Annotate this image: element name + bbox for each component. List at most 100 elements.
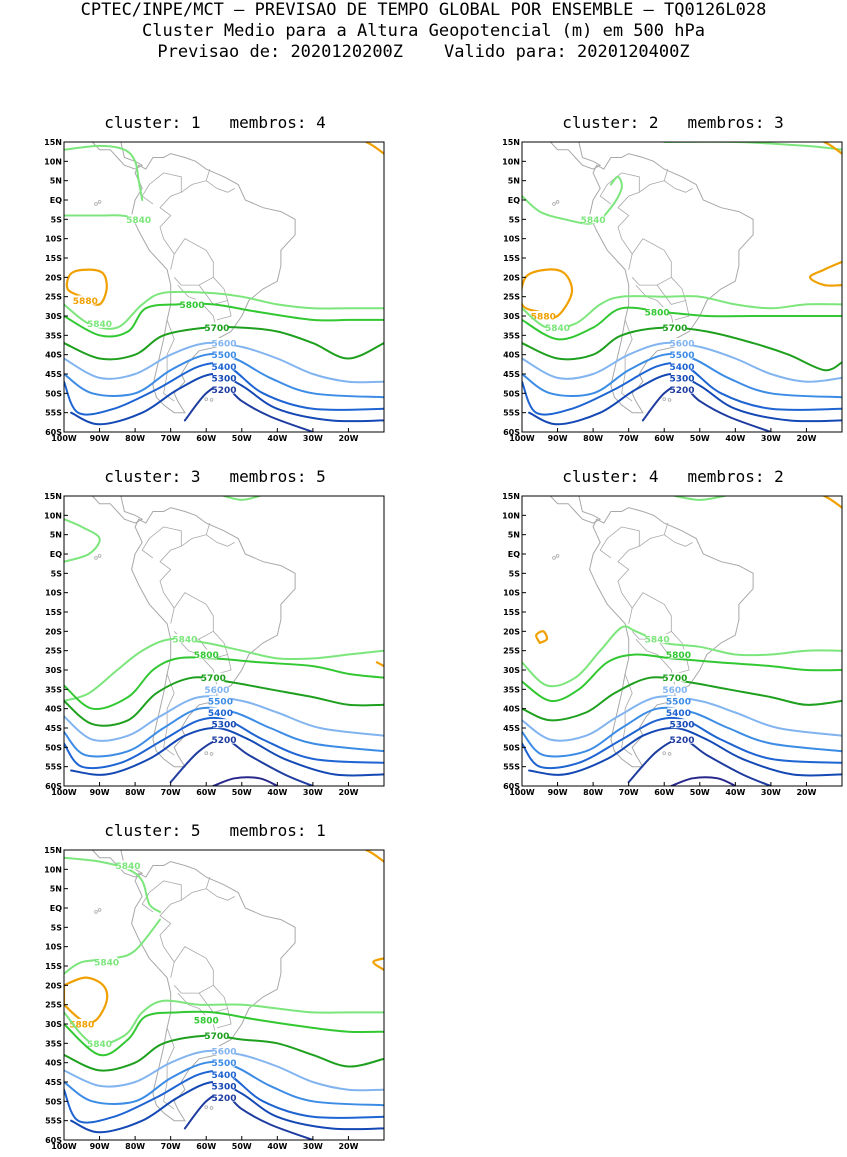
- lat-label: 25S: [503, 647, 520, 656]
- contour-5880: [823, 142, 842, 155]
- lat-label: 55S: [503, 763, 520, 772]
- contour-label-bg: [671, 338, 693, 348]
- contour-label-bg: [213, 361, 235, 371]
- header-line-2: Cluster Medio para a Altura Geopotencial…: [142, 21, 705, 41]
- contour-label-5600: 5600: [669, 340, 694, 350]
- lat-label: 10S: [45, 589, 62, 598]
- lat-label: 5S: [51, 569, 63, 578]
- lat-label: 20S: [503, 627, 520, 636]
- contour-5840: [64, 518, 101, 563]
- contour-label-5840: 5840: [115, 862, 140, 872]
- contour-label-5840: 5840: [172, 636, 197, 646]
- contour-label-bg: [646, 307, 669, 317]
- lat-label: 55S: [45, 409, 62, 418]
- panel-cluster-3: cluster: 3 membros: 5 5840 5800 5700 5600 55…: [45, 467, 385, 802]
- south-america-coastline: [131, 861, 296, 1122]
- contour-low: [670, 776, 737, 786]
- contour-label-5800: 5800: [194, 1017, 219, 1027]
- lat-label: 10S: [503, 589, 520, 598]
- contour-label-bg: [74, 295, 97, 305]
- lon-label: 70W: [161, 1142, 181, 1151]
- island: [94, 910, 98, 914]
- contour-label-5880: 5880: [73, 297, 98, 307]
- central-america-coastline: [549, 496, 602, 524]
- contour-label-bg: [213, 1046, 235, 1056]
- lat-label: 50S: [503, 389, 520, 398]
- lat-label: 50S: [45, 389, 62, 398]
- country-border: [617, 168, 669, 270]
- lon-label: 80W: [125, 434, 145, 443]
- contour-label-bg: [213, 1069, 235, 1079]
- contour-5800: [522, 653, 842, 703]
- lon-label: 60W: [654, 788, 674, 797]
- lon-label: 80W: [125, 1142, 145, 1151]
- lon-label: 90W: [90, 1142, 110, 1151]
- lat-label: 40S: [45, 351, 62, 360]
- contour-label-5500: 5500: [666, 697, 691, 707]
- contour-label-5840: 5840: [87, 1040, 112, 1050]
- contour-5200: [169, 738, 314, 786]
- country-border: [216, 300, 232, 321]
- lat-label: 45S: [45, 370, 62, 379]
- lat-label: EQ: [50, 196, 62, 205]
- lat-label: 30S: [503, 666, 520, 675]
- lon-label: 40W: [725, 434, 745, 443]
- contour-label-bg: [88, 1038, 111, 1048]
- lat-label: 15S: [45, 254, 62, 263]
- country-border: [216, 654, 232, 675]
- island: [204, 1105, 209, 1109]
- contour-low: [212, 776, 279, 786]
- lon-label: 50W: [232, 434, 252, 443]
- contour-label-5880: 5880: [531, 313, 556, 323]
- lat-label: 5N: [50, 531, 62, 540]
- contour-label-5500: 5500: [669, 351, 694, 361]
- country-border: [159, 522, 211, 624]
- lat-label: 20S: [45, 273, 62, 282]
- contour-label-5700: 5700: [201, 674, 226, 684]
- contour-5880: [365, 850, 384, 863]
- contour-label-bg: [667, 695, 690, 705]
- lon-label: 30W: [303, 1142, 323, 1151]
- panel-title: cluster: 1 membros: 4: [104, 113, 326, 132]
- lat-label: 5N: [50, 177, 62, 186]
- lat-label: 40S: [45, 1059, 62, 1068]
- lon-label: 100W: [509, 788, 535, 797]
- country-border: [656, 277, 687, 305]
- island: [667, 398, 672, 402]
- contour-label-bg: [213, 372, 235, 382]
- lat-label: 5S: [51, 923, 63, 932]
- lat-label: 55S: [503, 409, 520, 418]
- contour-label-5840: 5840: [645, 636, 670, 646]
- contour-label-bg: [213, 338, 235, 348]
- contour-5600: [522, 695, 842, 742]
- contour-5840: [64, 290, 384, 330]
- contour-5500: [64, 1060, 384, 1107]
- lat-label: 50S: [503, 743, 520, 752]
- contour-5800: [64, 1010, 384, 1057]
- lat-label: 10N: [503, 511, 520, 520]
- contour-label-5400: 5400: [211, 1071, 236, 1081]
- contour-5400: [522, 716, 842, 770]
- panel-cluster-5: cluster: 5 membros: 1 5840 5840 5880 5840 58…: [45, 821, 385, 1156]
- south-america-coastline: [589, 153, 754, 414]
- lat-label: 15N: [503, 138, 520, 147]
- island: [552, 556, 556, 560]
- lon-label: 70W: [161, 788, 181, 797]
- contour-label-5200: 5200: [211, 1094, 236, 1104]
- contour-label-bg: [671, 372, 693, 382]
- contour-5880: [823, 496, 842, 509]
- lat-label: 25S: [45, 647, 62, 656]
- lat-label: 30S: [45, 666, 62, 675]
- map-frame: [521, 141, 843, 433]
- country-border: [663, 534, 693, 547]
- contour-label-bg: [667, 707, 690, 717]
- country-border: [599, 526, 640, 559]
- lat-label: 10N: [45, 511, 62, 520]
- contour-5200: [641, 384, 772, 432]
- central-america-coastline: [91, 850, 144, 878]
- lat-label: 35S: [503, 685, 520, 694]
- lat-label: 15N: [45, 492, 62, 501]
- contour-5840: [64, 856, 161, 913]
- lon-label: 60W: [196, 434, 216, 443]
